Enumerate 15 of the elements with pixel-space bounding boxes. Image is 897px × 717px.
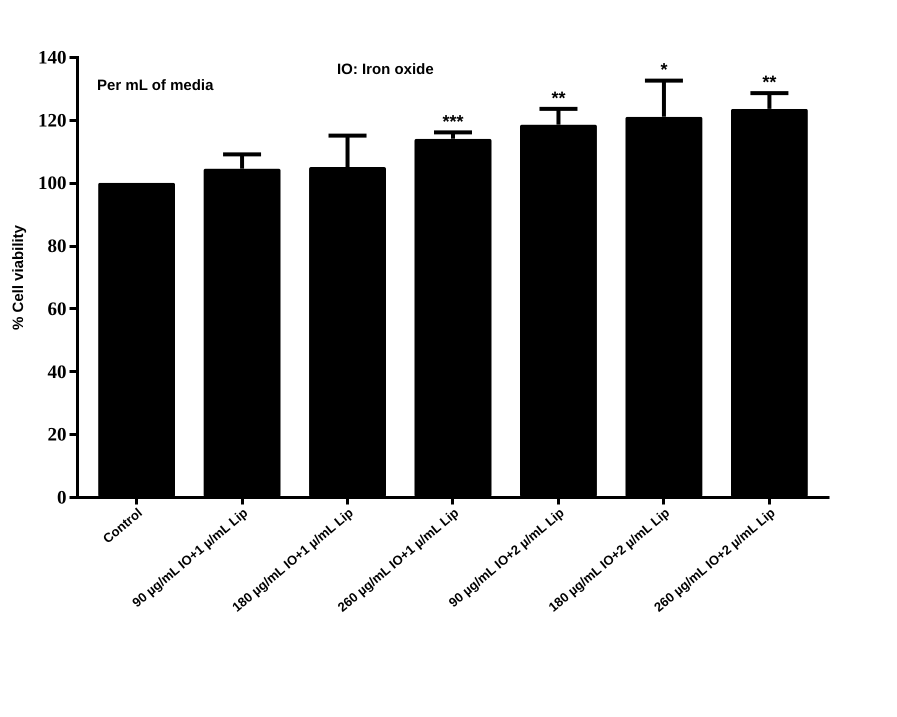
y-tick-label: 100: [38, 173, 66, 194]
annotation: **: [551, 88, 566, 108]
y-tick-label: 140: [38, 48, 66, 68]
y-tick-label: 60: [48, 298, 66, 320]
y-axis-title: % Cell viability: [10, 224, 27, 330]
y-tick-label: 80: [48, 236, 66, 258]
y-tick-label: 0: [57, 488, 66, 508]
y-tick-label: 20: [48, 424, 66, 446]
annotation: IO: Iron oxide: [337, 61, 434, 78]
annotation: **: [762, 72, 776, 92]
y-tick-label: 40: [48, 362, 66, 383]
y-tick-label: 120: [38, 110, 66, 132]
annotation: *: [660, 60, 668, 80]
annotation: Per mL of media: [97, 77, 214, 94]
annotation: ***: [442, 111, 464, 132]
